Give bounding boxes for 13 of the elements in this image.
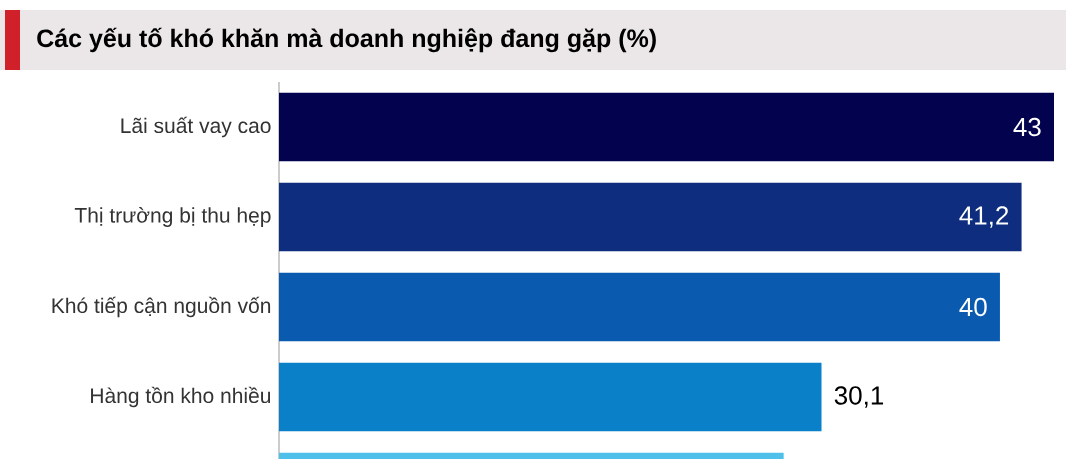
y-tick-label: Thị trường bị thu hẹp <box>74 207 271 227</box>
y-tick-label: Lãi suất vay cao <box>121 116 271 138</box>
data-label: 30,1 <box>834 386 884 408</box>
chart-title: Các yếu tố khó khăn mà doanh nghiệp đang gặp (%) <box>37 27 656 53</box>
data-label: 43 <box>1013 117 1041 137</box>
bar <box>279 182 1022 252</box>
bar <box>279 362 822 432</box>
bar <box>279 272 1000 342</box>
y-tick-label: Hàng tồn kho nhiều <box>91 386 271 408</box>
bar <box>279 92 1055 162</box>
y-tick-label: Khó tiếp cận nguồn vốn <box>52 296 271 318</box>
data-label: 41,2 <box>959 206 1009 228</box>
data-label: 40 <box>959 297 987 317</box>
